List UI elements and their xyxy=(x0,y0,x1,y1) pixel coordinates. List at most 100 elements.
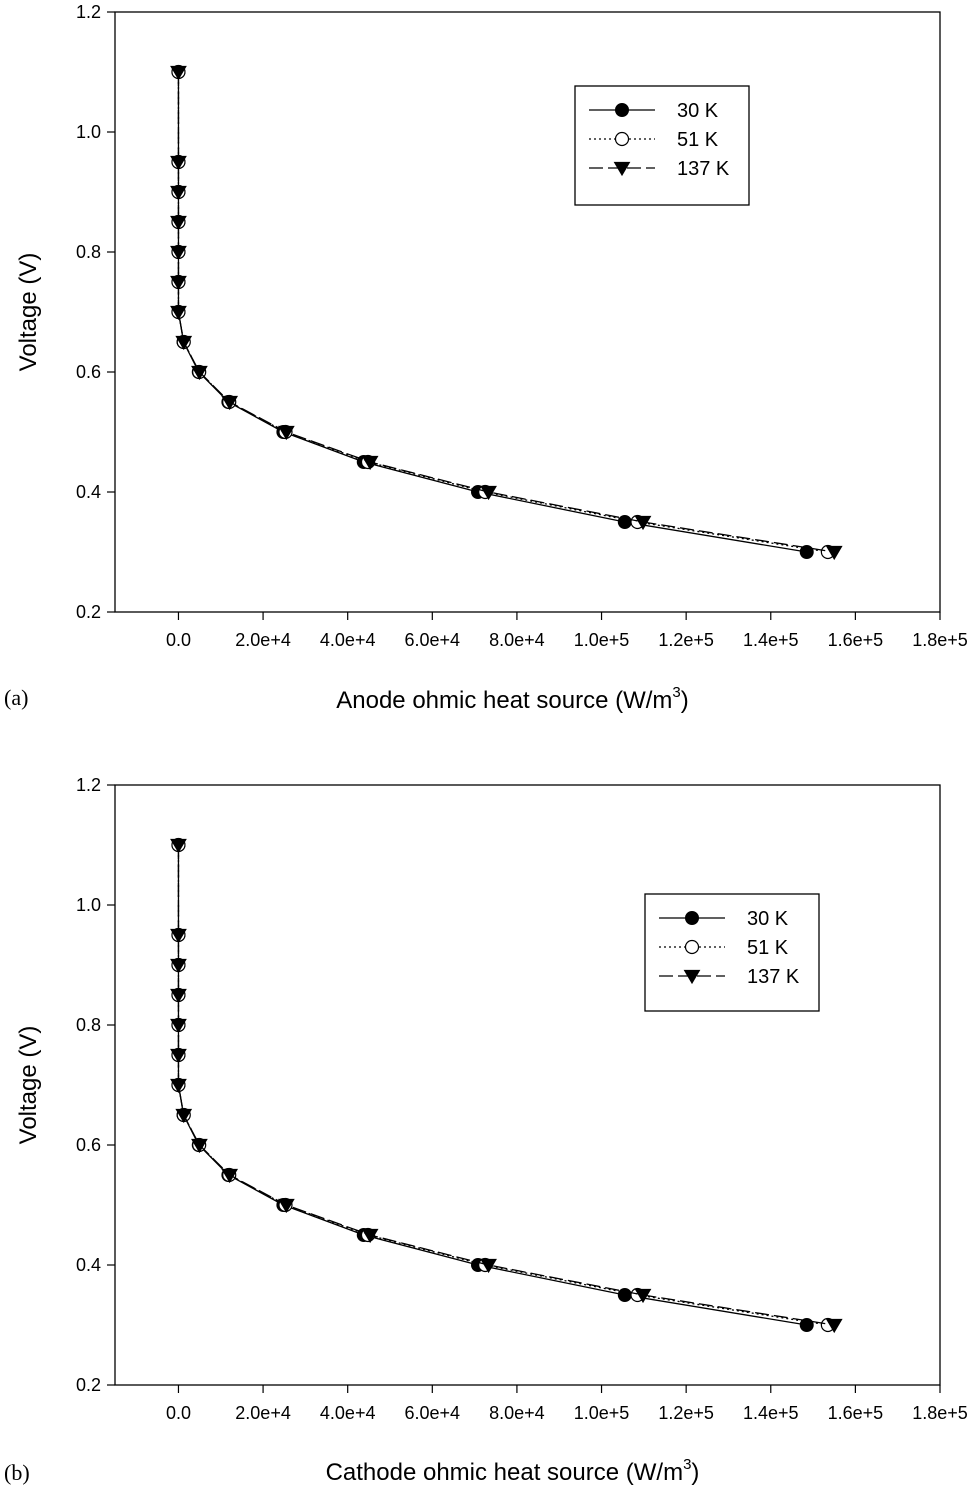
legend-marker xyxy=(613,161,631,177)
y-tick-label: 0.2 xyxy=(76,1375,101,1395)
data-point xyxy=(361,455,379,471)
y-tick-label: 0.8 xyxy=(76,242,101,262)
x-axis-title-superscript: 3 xyxy=(683,1456,691,1473)
series-137-k xyxy=(170,65,843,561)
panel-label: (b) xyxy=(4,1460,30,1485)
legend-marker xyxy=(615,103,629,117)
x-tick-label: 1.0e+5 xyxy=(574,630,630,650)
data-point xyxy=(617,1288,632,1302)
data-point xyxy=(170,988,187,1004)
data-point xyxy=(361,1228,379,1244)
x-tick-label: 8.0e+4 xyxy=(489,1403,545,1423)
data-point xyxy=(170,928,187,944)
y-tick-label: 0.4 xyxy=(76,482,101,502)
x-tick-label: 6.0e+4 xyxy=(405,630,461,650)
y-tick-label: 1.0 xyxy=(76,895,101,915)
x-tick-label: 8.0e+4 xyxy=(489,630,545,650)
legend: 30 K 51 K 137 K xyxy=(574,85,750,206)
x-tick-label: 4.0e+4 xyxy=(320,630,376,650)
data-point xyxy=(480,1258,497,1274)
x-tick-label: 1.8e+5 xyxy=(912,630,968,650)
data-point xyxy=(191,365,208,381)
y-tick-label: 0.6 xyxy=(76,362,101,382)
y-tick-label: 0.2 xyxy=(76,602,101,622)
x-tick-label: 1.6e+5 xyxy=(828,630,884,650)
data-point xyxy=(170,1018,187,1034)
x-tick-label: 1.2e+5 xyxy=(658,630,714,650)
legend-label: 51 K xyxy=(747,937,789,959)
data-point xyxy=(799,545,814,559)
x-tick-label: 6.0e+4 xyxy=(405,1403,461,1423)
data-point xyxy=(170,275,187,291)
data-point xyxy=(825,545,843,561)
x-axis-title-superscript: 3 xyxy=(672,684,680,701)
chart-panel-a: 0.0 2.0e+4 4.0e+4 6.0e+4 8.0e+4 1.0e+5 1.2e+5 1… xyxy=(4,2,968,714)
x-axis-title-main: Anode ohmic heat source (W/m xyxy=(336,687,672,714)
x-tick-label: 1.4e+5 xyxy=(743,1403,799,1423)
legend-box xyxy=(574,85,750,206)
data-point xyxy=(634,1288,652,1304)
data-point xyxy=(634,515,652,531)
plot-frame xyxy=(114,784,941,1386)
data-point xyxy=(175,1108,193,1124)
data-point xyxy=(825,1318,843,1334)
legend: 30 K 51 K 137 K xyxy=(644,893,820,1012)
x-tick-label: 2.0e+4 xyxy=(235,1403,291,1423)
y-tick-label: 1.0 xyxy=(76,122,101,142)
y-tick-label: 0.8 xyxy=(76,1015,101,1035)
legend-label: 51 K xyxy=(677,129,719,151)
y-axis-title: Voltage (V) xyxy=(15,253,42,372)
data-point xyxy=(170,838,187,854)
legend-label: 30 K xyxy=(747,908,789,930)
data-point xyxy=(170,65,187,81)
data-point xyxy=(221,1168,239,1184)
y-tick-label: 0.6 xyxy=(76,1135,101,1155)
data-point xyxy=(277,1198,295,1214)
data-point xyxy=(480,485,497,501)
panel-label: (a) xyxy=(4,685,28,710)
legend-marker xyxy=(614,131,630,147)
x-tick-label: 1.0e+5 xyxy=(574,1403,630,1423)
data-point xyxy=(221,395,239,411)
x-tick-label: 0.0 xyxy=(166,1403,191,1423)
legend-box xyxy=(644,893,820,1012)
x-axis-title: Cathode ohmic heat source (W/m3) xyxy=(326,1456,700,1486)
x-axis-title-main: Cathode ohmic heat source (W/m xyxy=(326,1459,683,1486)
x-axis-title-end: ) xyxy=(681,687,689,714)
x-tick-label: 2.0e+4 xyxy=(235,630,291,650)
legend-label: 137 K xyxy=(747,966,800,988)
y-tick-label: 0.4 xyxy=(76,1255,101,1275)
data-point xyxy=(170,958,187,974)
y-tick-label: 1.2 xyxy=(76,2,101,22)
series-137-k xyxy=(170,838,843,1334)
chart-panel-b: 0.0 2.0e+4 4.0e+4 6.0e+4 8.0e+4 1.0e+5 1.2e+5 1… xyxy=(4,775,968,1486)
data-point xyxy=(170,155,187,171)
data-point xyxy=(170,1078,187,1094)
x-tick-label: 1.8e+5 xyxy=(912,1403,968,1423)
x-tick-label: 1.2e+5 xyxy=(658,1403,714,1423)
data-point xyxy=(170,215,187,231)
legend-marker xyxy=(685,911,699,925)
data-point xyxy=(191,1138,208,1154)
y-axis-title: Voltage (V) xyxy=(15,1026,42,1145)
y-tick-label: 1.2 xyxy=(76,775,101,795)
x-tick-label: 1.6e+5 xyxy=(828,1403,884,1423)
x-tick-label: 4.0e+4 xyxy=(320,1403,376,1423)
plot-frame xyxy=(114,11,941,613)
legend-marker xyxy=(683,969,701,985)
x-axis-title-end: ) xyxy=(691,1459,699,1486)
data-point xyxy=(175,335,193,351)
legend-marker xyxy=(684,939,700,955)
data-point xyxy=(277,425,295,441)
legend-label: 30 K xyxy=(677,100,719,122)
data-point xyxy=(170,185,187,201)
x-axis-title: Anode ohmic heat source (W/m3) xyxy=(336,684,688,714)
x-tick-label: 0.0 xyxy=(166,630,191,650)
data-point xyxy=(170,245,187,261)
data-point xyxy=(617,515,632,529)
legend-label: 137 K xyxy=(677,158,730,180)
data-point xyxy=(799,1318,814,1332)
data-point xyxy=(170,305,187,321)
x-tick-label: 1.4e+5 xyxy=(743,630,799,650)
